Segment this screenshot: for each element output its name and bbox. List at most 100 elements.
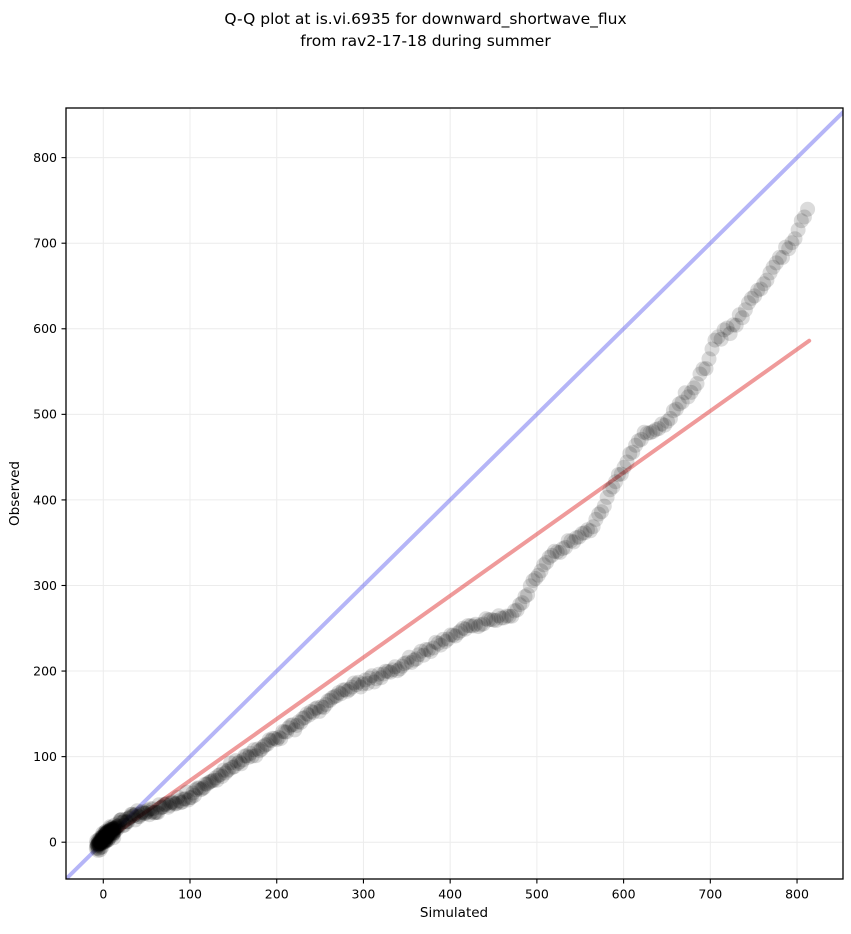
qq-point (211, 767, 227, 783)
qq-point (207, 770, 223, 786)
qq-point (480, 612, 496, 628)
qq-point (183, 790, 199, 805)
qq-point (257, 737, 273, 753)
qq-point (163, 795, 179, 811)
qq-point (775, 250, 790, 265)
y-tick-label: 300 (33, 578, 57, 593)
qq-point (193, 782, 209, 798)
qq-point (599, 489, 615, 505)
qq-point (660, 413, 675, 429)
qq-point (619, 454, 635, 470)
qq-point (613, 466, 629, 482)
qq-point (230, 756, 246, 771)
qq-point (380, 663, 396, 679)
qq-point (105, 826, 121, 842)
qq-point (453, 623, 468, 639)
qq-point (95, 831, 111, 847)
qq-point (132, 807, 148, 823)
qq-point (214, 769, 230, 784)
qq-point (309, 700, 325, 716)
qq-point (364, 668, 380, 684)
qq-point (630, 433, 646, 449)
qq-point (648, 422, 664, 438)
qq-point (320, 693, 336, 709)
qq-point (92, 835, 108, 851)
qq-point (116, 814, 132, 830)
qq-point (180, 792, 196, 808)
qq-point (460, 618, 476, 634)
qq-point (671, 396, 687, 412)
qq-point (560, 533, 576, 549)
qq-point (103, 822, 119, 837)
qq-point (154, 799, 170, 815)
qq-point (425, 640, 441, 656)
qq-point (301, 707, 317, 723)
qq-point (98, 824, 113, 840)
qq-point (139, 804, 155, 820)
qq-point (389, 663, 405, 679)
qq-point (261, 732, 277, 748)
qq-point (375, 666, 391, 682)
qq-point (571, 529, 587, 545)
qq-point (179, 784, 195, 800)
qq-point (680, 389, 696, 405)
qq-point (692, 366, 708, 382)
qq-point (654, 416, 670, 432)
qq-point (710, 329, 726, 345)
qq-point (275, 724, 291, 739)
qq-point (115, 818, 131, 834)
qq-point (250, 741, 266, 757)
qq-point (190, 780, 205, 796)
qq-point (594, 504, 609, 520)
qq-point (98, 826, 114, 842)
qq-point (331, 685, 347, 701)
qq-point (217, 765, 233, 781)
qq-point (106, 825, 122, 841)
qq-point (241, 749, 256, 765)
qq-point (105, 820, 121, 836)
qq-point (291, 714, 307, 730)
qq-point (152, 800, 168, 816)
qq-point (488, 612, 504, 628)
qq-point (118, 814, 134, 830)
qq-point (140, 802, 156, 818)
qq-point (512, 597, 528, 613)
qq-point (231, 754, 247, 770)
qq-point (91, 834, 107, 850)
qq-point (303, 703, 319, 719)
qq-point (475, 616, 491, 632)
qq-point (170, 789, 186, 805)
y-tick-label: 0 (49, 835, 57, 850)
y-tick-label: 500 (33, 407, 57, 422)
qq-point (360, 675, 375, 691)
qq-point (191, 780, 207, 796)
qq-point (496, 610, 512, 626)
qq-point (149, 804, 165, 820)
x-tick-label: 800 (785, 887, 809, 902)
qq-point (129, 803, 145, 819)
qq-point (182, 790, 198, 806)
qq-point (103, 822, 119, 837)
qq-point (204, 773, 220, 789)
qq-point (465, 618, 481, 634)
qq-point (98, 830, 114, 845)
qq-point (713, 331, 729, 347)
qq-point (113, 812, 129, 828)
qq-point (716, 322, 732, 338)
qq-point (753, 281, 769, 297)
qq-point (547, 543, 562, 559)
qq-point (642, 425, 658, 441)
qq-point (102, 823, 118, 839)
qq-point (103, 825, 119, 841)
qq-point (622, 446, 638, 462)
qq-point (273, 731, 289, 747)
x-tick-label: 300 (352, 887, 376, 902)
qq-point (98, 825, 114, 841)
qq-point (98, 833, 114, 849)
qq-point (366, 674, 382, 690)
qq-point (392, 661, 408, 677)
qq-point (744, 290, 759, 306)
qq-point (117, 812, 133, 827)
qq-point (94, 833, 110, 848)
qq-point (242, 745, 258, 761)
